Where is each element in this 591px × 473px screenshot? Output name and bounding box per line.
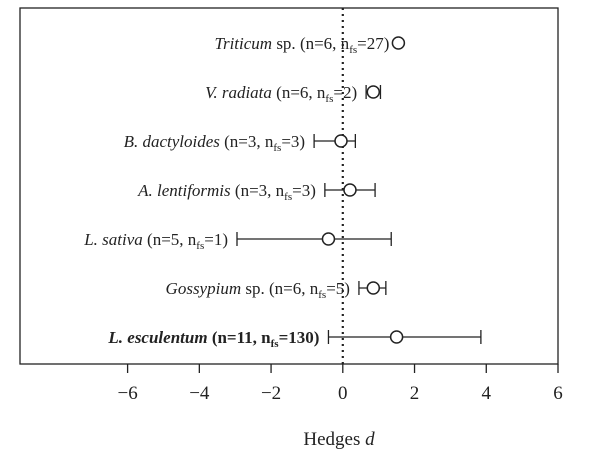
- forest-row: V. radiata (n=6, nfs=2): [205, 83, 382, 105]
- forest-row: Gossypium sp. (n=6, nfs=5): [166, 279, 387, 301]
- x-tick-label: 2: [410, 383, 420, 404]
- point-estimate-marker: [389, 330, 404, 344]
- point-estimate-marker: [366, 281, 381, 295]
- x-tick-label: 0: [338, 383, 348, 404]
- forest-row: L. sativa (n=5, nfs=1): [83, 230, 392, 252]
- x-tick-label: −4: [189, 383, 210, 404]
- plot-frame: [19, 7, 559, 365]
- forest-row: A. lentiformis (n=3, nfs=3): [137, 181, 376, 203]
- forest-row: L. esculentum (n=11, nfs=130): [107, 328, 482, 350]
- x-tick-label: −2: [261, 383, 281, 404]
- row-label: A. lentiformis (n=3, nfs=3): [137, 181, 316, 203]
- x-tick-label: 4: [482, 383, 492, 404]
- row-label: L. esculentum (n=11, nfs=130): [107, 328, 319, 350]
- row-label: V. radiata (n=6, nfs=2): [205, 83, 357, 105]
- point-estimate-marker: [321, 232, 336, 246]
- x-axis-title: Hedges d: [303, 429, 375, 450]
- x-tick-label: 6: [553, 383, 563, 404]
- x-tick-label: −6: [117, 383, 137, 404]
- point-estimate-marker: [391, 36, 406, 50]
- point-estimate-marker: [343, 183, 357, 197]
- point-estimate-marker: [366, 85, 381, 99]
- row-label: Gossypium sp. (n=6, nfs=5): [166, 279, 350, 301]
- point-estimate-marker: [334, 134, 348, 148]
- row-label: L. sativa (n=5, nfs=1): [83, 230, 228, 252]
- row-label: B. dactyloides (n=3, nfs=3): [124, 132, 306, 154]
- forest-row: B. dactyloides (n=3, nfs=3): [124, 132, 357, 154]
- forest-row: Triticum sp. (n=6, nfs=27): [214, 34, 406, 56]
- row-label: Triticum sp. (n=6, nfs=27): [214, 34, 389, 56]
